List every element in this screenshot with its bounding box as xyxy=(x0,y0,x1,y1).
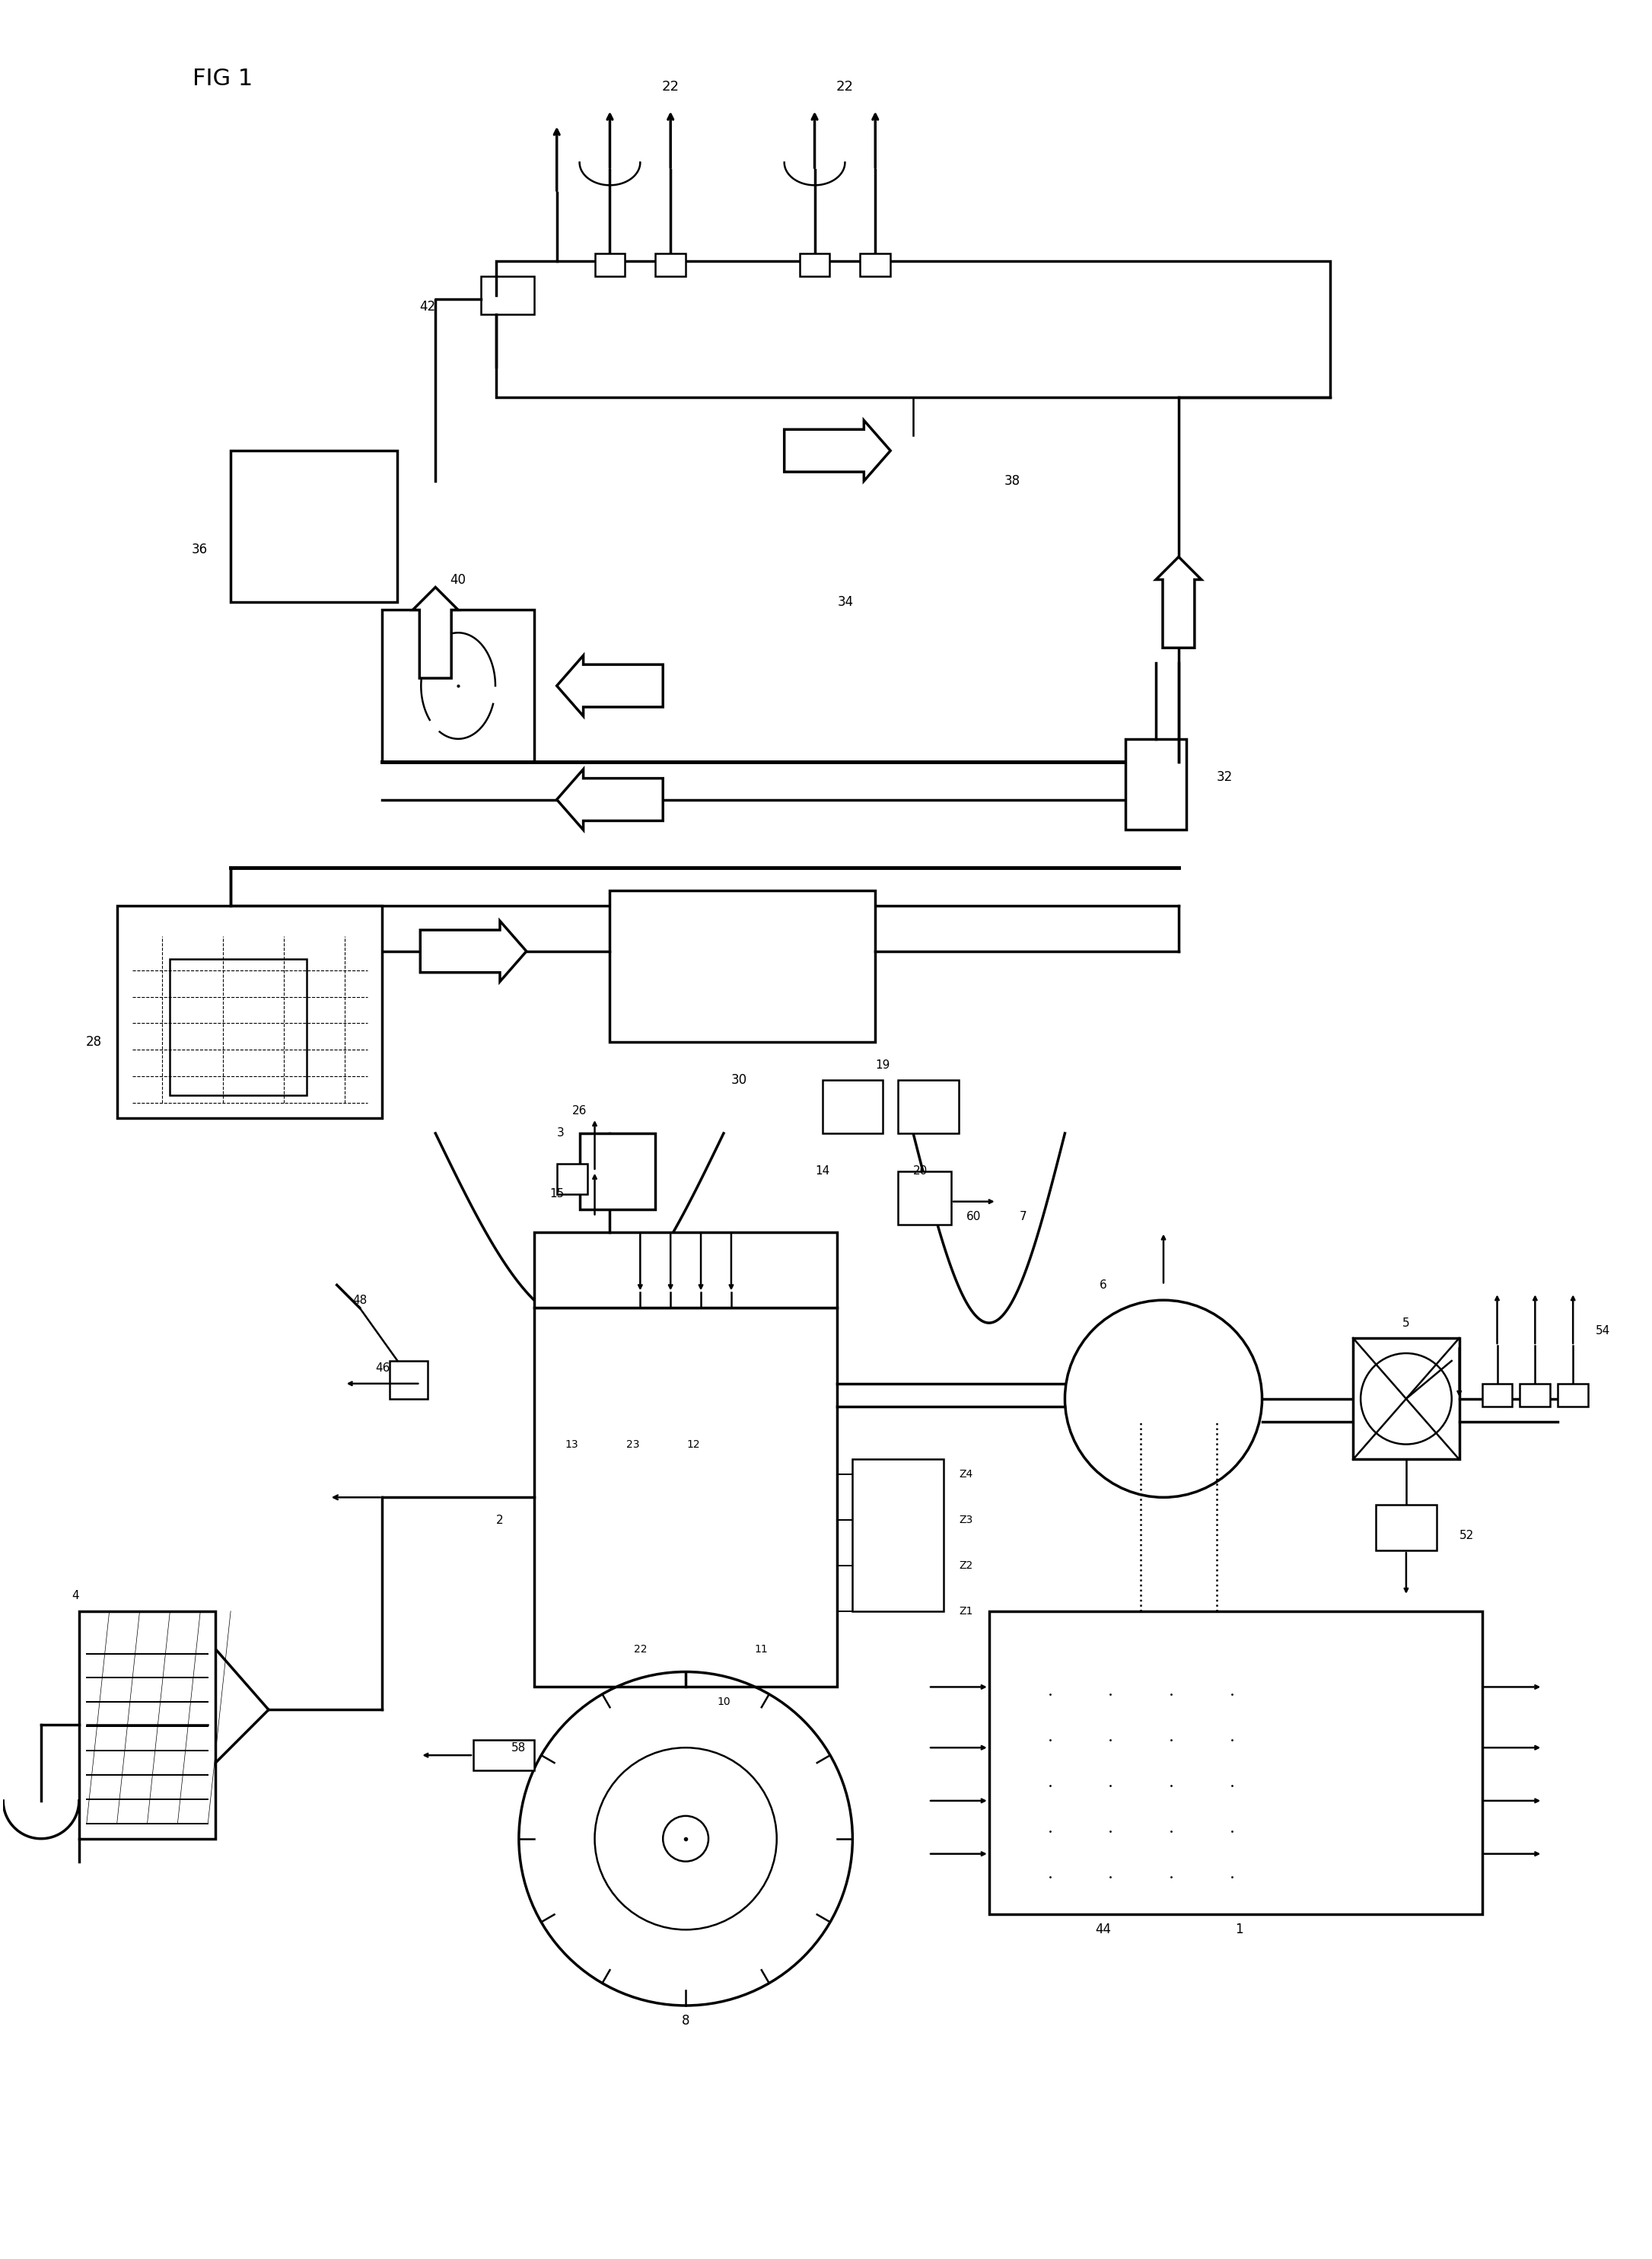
Text: 60: 60 xyxy=(966,1211,981,1222)
Text: 14: 14 xyxy=(814,1166,829,1177)
Text: 44: 44 xyxy=(1095,1922,1110,1936)
Bar xyxy=(899,1080,958,1134)
Bar xyxy=(382,610,534,761)
Text: 22: 22 xyxy=(662,79,679,93)
Text: 54: 54 xyxy=(1596,1324,1611,1337)
Text: 32: 32 xyxy=(1216,770,1232,784)
Bar xyxy=(823,1080,882,1134)
Bar xyxy=(79,1611,215,1839)
Bar xyxy=(861,253,890,276)
Bar xyxy=(231,450,398,603)
Bar xyxy=(1558,1383,1588,1407)
Text: 1: 1 xyxy=(1236,1922,1244,1936)
Text: Z1: Z1 xyxy=(958,1606,973,1617)
Bar xyxy=(481,276,534,314)
Polygon shape xyxy=(413,587,458,678)
Text: 8: 8 xyxy=(682,2013,689,2029)
Bar xyxy=(474,1739,534,1771)
Text: 6: 6 xyxy=(1099,1279,1107,1290)
Text: 46: 46 xyxy=(375,1362,390,1373)
Text: 7: 7 xyxy=(1019,1211,1026,1222)
Text: 48: 48 xyxy=(352,1294,367,1306)
Text: 42: 42 xyxy=(420,300,436,314)
Text: 26: 26 xyxy=(572,1105,586,1116)
Bar xyxy=(496,262,1330,398)
Text: 34: 34 xyxy=(838,596,854,610)
Text: 58: 58 xyxy=(512,1742,527,1753)
Text: 2: 2 xyxy=(496,1514,504,1525)
Text: 4: 4 xyxy=(71,1590,79,1602)
Text: 36: 36 xyxy=(192,542,208,556)
Text: 30: 30 xyxy=(730,1073,747,1087)
Text: FIG 1: FIG 1 xyxy=(193,68,253,90)
Bar xyxy=(580,1134,656,1209)
Bar xyxy=(1520,1383,1550,1407)
Text: 52: 52 xyxy=(1459,1529,1474,1541)
Text: 19: 19 xyxy=(876,1059,890,1071)
Bar xyxy=(117,906,382,1118)
Text: Z3: Z3 xyxy=(958,1516,973,1525)
Bar xyxy=(595,253,624,276)
Polygon shape xyxy=(1156,558,1201,648)
Text: 22: 22 xyxy=(836,79,854,93)
Bar xyxy=(899,1170,952,1224)
Polygon shape xyxy=(420,922,527,983)
Text: 11: 11 xyxy=(755,1645,768,1654)
Polygon shape xyxy=(557,655,662,716)
Text: 20: 20 xyxy=(914,1166,928,1177)
Text: 13: 13 xyxy=(565,1439,578,1450)
Bar xyxy=(170,958,307,1096)
Text: Z2: Z2 xyxy=(958,1561,973,1570)
Bar xyxy=(610,890,876,1041)
Text: 28: 28 xyxy=(86,1035,102,1048)
Bar xyxy=(1125,739,1186,829)
Bar xyxy=(534,1308,838,1687)
Text: 5: 5 xyxy=(1403,1317,1409,1328)
Bar xyxy=(990,1611,1482,1916)
Bar xyxy=(800,253,829,276)
Text: 40: 40 xyxy=(451,574,466,587)
Text: 15: 15 xyxy=(550,1188,565,1200)
Bar xyxy=(1482,1383,1512,1407)
Text: Z4: Z4 xyxy=(958,1468,973,1480)
Bar xyxy=(534,1231,838,1308)
Text: 10: 10 xyxy=(717,1697,730,1708)
Text: 22: 22 xyxy=(633,1645,648,1654)
Bar xyxy=(1376,1504,1437,1550)
Text: 12: 12 xyxy=(687,1439,700,1450)
Text: 23: 23 xyxy=(626,1439,639,1450)
Bar xyxy=(390,1360,428,1398)
Bar xyxy=(656,253,686,276)
Bar xyxy=(852,1459,943,1611)
Text: 38: 38 xyxy=(1004,474,1021,488)
Bar xyxy=(557,1163,586,1195)
Text: 3: 3 xyxy=(557,1127,565,1139)
Polygon shape xyxy=(557,770,662,829)
Polygon shape xyxy=(785,420,890,481)
Bar xyxy=(1353,1337,1459,1459)
